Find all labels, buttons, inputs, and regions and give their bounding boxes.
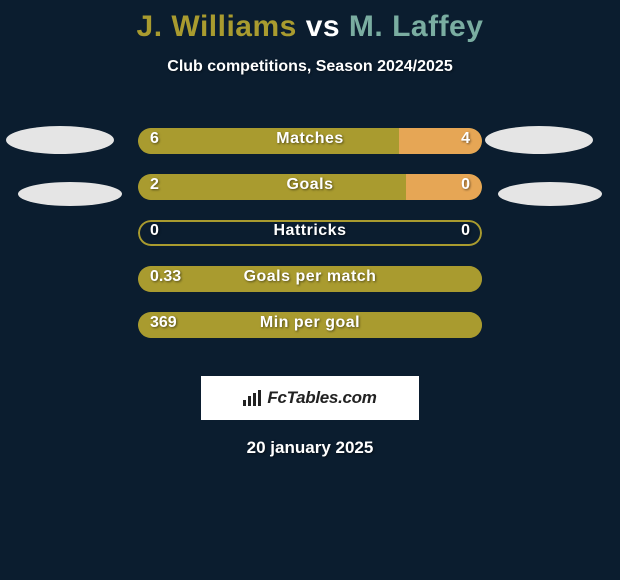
stat-row: Hattricks0 0 (138, 220, 482, 246)
brand-logo: FcTables.com (243, 388, 376, 408)
brand-text: FcTables.com (267, 388, 376, 408)
brand-badge: FcTables.com (201, 376, 419, 420)
player2-name: M. Laffey (349, 10, 484, 43)
decorative-ellipse (6, 126, 114, 154)
stat-row: Goals per match0.33 (138, 266, 482, 292)
stat-value-right: 0 (461, 176, 470, 194)
comparison-chart: Matches64Goals20Hattricks00Goals per mat… (0, 104, 620, 354)
bars-icon (243, 390, 263, 406)
decorative-ellipse (18, 182, 122, 206)
date-label: 20 january 2025 (0, 438, 620, 458)
stat-value-right: 0 (461, 222, 470, 240)
stat-value-left: 0 (150, 222, 159, 240)
stat-value-right: 4 (461, 130, 470, 148)
stat-value-left: 2 (150, 176, 159, 194)
vs-separator: vs (306, 10, 340, 43)
stat-label: Goals (138, 176, 482, 194)
stat-label: Matches (138, 130, 482, 148)
stat-value-left: 6 (150, 130, 159, 148)
stat-row: Goals2 0 (138, 174, 482, 200)
stat-label: Goals per match (138, 268, 482, 286)
stat-value-left: 369 (150, 314, 177, 332)
stat-label: Hattricks (138, 222, 482, 240)
stat-row: Matches6 4 (138, 128, 482, 154)
subtitle: Club competitions, Season 2024/2025 (0, 58, 620, 76)
page-title: J. Williams vs M. Laffey (0, 0, 620, 44)
stat-row: Min per goal369 (138, 312, 482, 338)
stat-value-left: 0.33 (150, 268, 181, 286)
player1-name: J. Williams (137, 10, 297, 43)
stat-label: Min per goal (138, 314, 482, 332)
decorative-ellipse (485, 126, 593, 154)
decorative-ellipse (498, 182, 602, 206)
